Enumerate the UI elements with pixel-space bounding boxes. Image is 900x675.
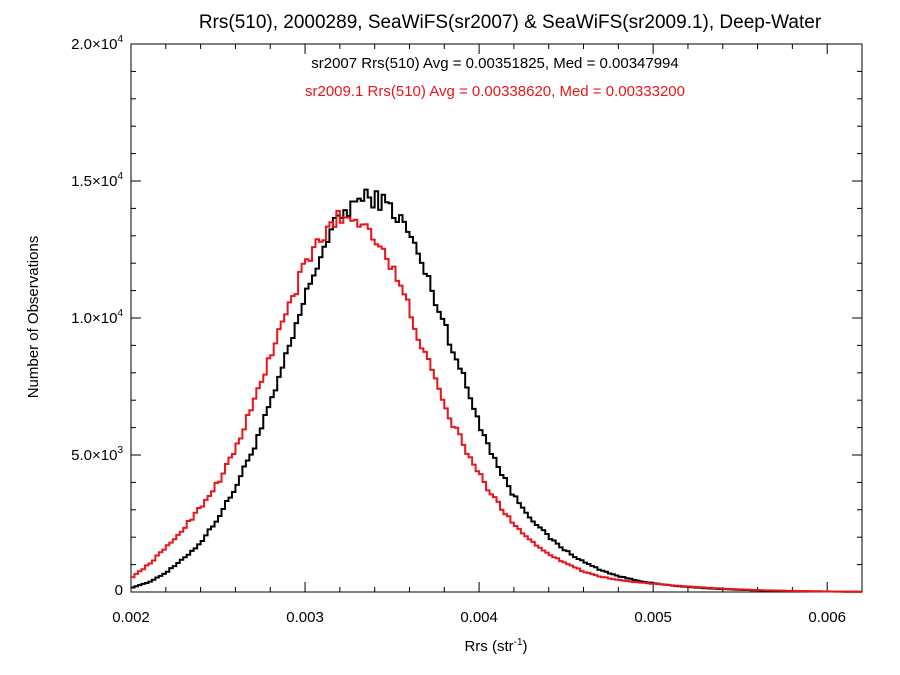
y-tick-label: 2.0×104	[71, 34, 123, 53]
x-tick-label: 0.006	[808, 609, 846, 626]
x-axis-label-superscript: -1	[514, 637, 523, 648]
plot-frame	[130, 43, 863, 593]
x-axis-label: Rrs (str-1)	[464, 637, 527, 655]
x-tick-label: 0.003	[286, 609, 324, 626]
x-axis-label-main: Rrs (str	[464, 638, 513, 655]
series-sr2007-line	[131, 188, 862, 593]
annotations: sr2007 Rrs(510) Avg = 0.00351825, Med = …	[305, 55, 685, 100]
y-tick-label: 5.0×103	[71, 445, 123, 464]
x-tick-label: 0.005	[634, 609, 672, 626]
stats-annotation: sr2009.1 Rrs(510) Avg = 0.00338620, Med …	[305, 83, 685, 100]
chart-title: Rrs(510), 2000289, SeaWiFS(sr2007) & Sea…	[199, 12, 822, 33]
x-axis-label-end: )	[523, 638, 528, 655]
series-sr2009-line	[131, 209, 862, 593]
y-tick-label: 0	[115, 582, 123, 599]
x-axis: 0.002 0.003 0.004 0.005 0.006	[112, 44, 863, 626]
series-group	[131, 188, 862, 593]
y-axis-label: Number of Observations	[25, 236, 42, 399]
y-tick-label: 1.5×104	[71, 171, 123, 190]
x-tick-label: 0.004	[460, 609, 498, 626]
y-tick-label: 1.0×104	[71, 308, 123, 327]
stats-annotation: sr2007 Rrs(510) Avg = 0.00351825, Med = …	[311, 55, 679, 72]
x-tick-label: 0.002	[112, 609, 150, 626]
y-axis: 0 5.0×103 1.0×104 1.5×104 2.0×104	[71, 34, 862, 599]
